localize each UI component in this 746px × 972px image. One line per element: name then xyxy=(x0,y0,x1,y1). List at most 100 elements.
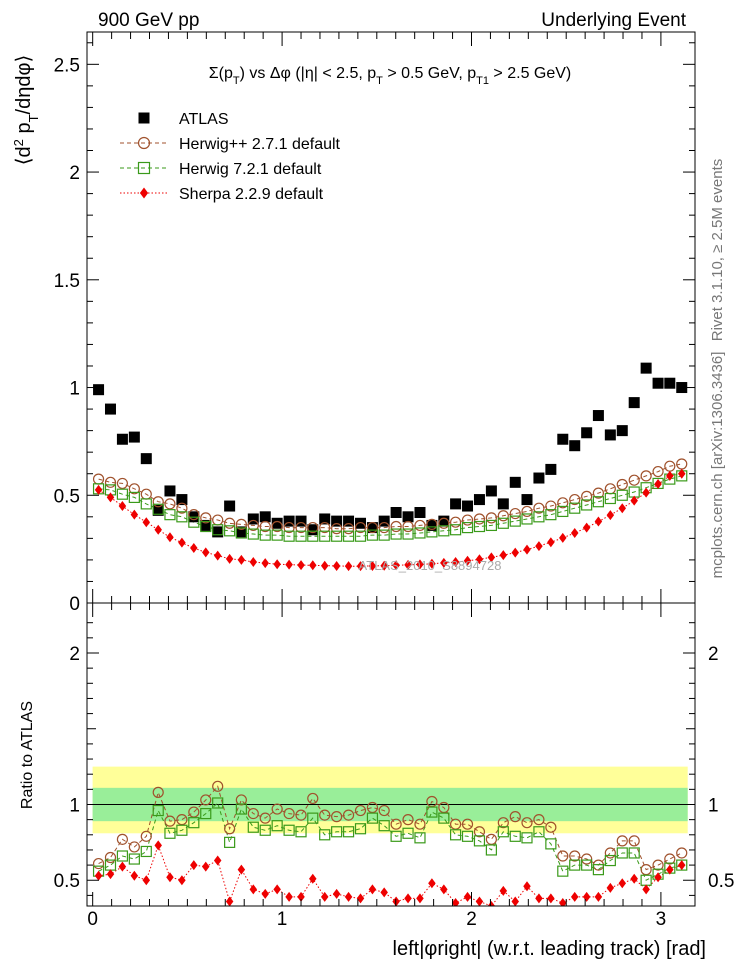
ratio-point-2 xyxy=(309,873,317,884)
main-panel: ATLAS_2010_S8894728 0 0.5 1 1.5 2 2.5 Σ(pT) v… xyxy=(11,31,696,615)
ratio-point-2 xyxy=(404,893,412,904)
data-point-1 xyxy=(616,478,628,491)
ratio-point-2 xyxy=(570,891,579,902)
data-point-0 xyxy=(652,377,664,389)
data-point-3 xyxy=(654,479,662,490)
ratio-point-0 xyxy=(224,823,236,835)
ratio-point-2 xyxy=(654,872,662,883)
data-point-3 xyxy=(309,560,317,571)
data-point-2 xyxy=(271,529,283,541)
ratio-point-2 xyxy=(487,901,496,906)
ratio-y-tick-label-right: 2 xyxy=(708,644,719,665)
ratio-point-0 xyxy=(461,818,474,830)
data-point-3 xyxy=(475,554,484,565)
ratio-point-0 xyxy=(295,809,307,821)
ratio-point-2 xyxy=(440,884,448,895)
data-point-2 xyxy=(235,527,247,539)
ratio-frame xyxy=(86,602,696,907)
ratio-point-1 xyxy=(200,807,212,820)
data-point-1 xyxy=(652,465,664,478)
data-point-2 xyxy=(259,529,271,541)
ratio-point-0 xyxy=(342,809,355,821)
data-point-0 xyxy=(581,427,593,439)
ratio-point-0 xyxy=(390,818,402,830)
data-point-0 xyxy=(592,410,604,422)
data-point-0 xyxy=(271,517,283,529)
ratio-point-2 xyxy=(130,870,139,881)
data-point-0 xyxy=(355,517,367,529)
data-point-3 xyxy=(547,537,555,548)
ratio-point-0 xyxy=(664,853,676,865)
ratio-point-2 xyxy=(297,891,305,902)
data-point-2 xyxy=(295,530,307,542)
legend-label: Herwig++ 2.7.1 default xyxy=(179,136,341,153)
ratio-panel: 0.5 0.5 1 1 2 2 0 1 2 3 Ratio to ATLAS left|φrig… xyxy=(19,602,734,960)
data-point-2 xyxy=(212,524,224,536)
ratio-point-2 xyxy=(202,861,210,872)
data-point-1 xyxy=(426,518,438,530)
data-point-2 xyxy=(116,488,129,500)
ratio-point-2 xyxy=(166,872,174,883)
data-point-1 xyxy=(604,483,616,495)
ratio-point-1 xyxy=(557,865,569,877)
data-point-0 xyxy=(259,511,271,523)
data-point-0 xyxy=(140,453,152,465)
data-point-1 xyxy=(307,521,319,534)
ratio-point-1 xyxy=(283,824,295,836)
legend-label: Herwig 7.2.1 default xyxy=(179,161,322,178)
y-tick-label: 0.5 xyxy=(54,486,80,507)
main-y-label: ⟨d2 pT/dηdφ⟩ xyxy=(11,55,41,166)
data-point-1 xyxy=(628,474,640,486)
series-line-1 xyxy=(98,463,682,530)
data-point-1 xyxy=(152,496,164,508)
data-point-1 xyxy=(414,519,426,532)
ratio-point-0 xyxy=(473,826,486,838)
data-point-2 xyxy=(152,503,164,515)
data-point-0 xyxy=(414,507,426,519)
ratio-point-2 xyxy=(606,882,615,893)
data-point-3 xyxy=(523,544,531,555)
data-point-2 xyxy=(342,530,355,542)
data-point-0 xyxy=(152,504,164,516)
data-point-2 xyxy=(283,530,295,542)
legend: ATLAS Herwig++ 2.7.1 default Herwig 7.2.1 … xyxy=(120,111,341,203)
data-point-0 xyxy=(557,433,569,445)
data-point-0 xyxy=(104,403,116,415)
data-point-1 xyxy=(438,517,450,529)
ratio-point-2 xyxy=(416,893,424,904)
data-point-3 xyxy=(499,550,508,561)
ratio-point-2 xyxy=(94,870,103,881)
data-point-3 xyxy=(106,492,115,503)
data-point-1 xyxy=(378,521,390,534)
ratio-point-1 xyxy=(390,830,402,842)
ratio-point-2 xyxy=(380,887,388,898)
ratio-y-tick-label: 2 xyxy=(69,644,80,665)
data-point-3 xyxy=(451,557,460,568)
ratio-point-2 xyxy=(190,860,198,871)
data-point-2 xyxy=(366,529,379,541)
data-point-1 xyxy=(366,521,379,534)
ratio-point-0 xyxy=(652,859,664,871)
watermark: ATLAS_2010_S8894728 xyxy=(359,558,502,573)
ratio-point-2 xyxy=(463,891,472,902)
ratio-point-2 xyxy=(547,893,555,904)
legend-marker xyxy=(138,112,150,124)
data-point-0 xyxy=(521,494,533,506)
ratio-point-0 xyxy=(200,794,212,806)
ratio-point-2 xyxy=(475,896,484,906)
data-point-2 xyxy=(176,511,188,523)
data-point-0 xyxy=(473,494,485,506)
data-point-2 xyxy=(319,530,331,542)
data-point-1 xyxy=(569,493,581,506)
data-point-2 xyxy=(378,529,390,541)
data-point-0 xyxy=(128,431,140,443)
x-tick-label: 3 xyxy=(656,909,667,930)
header-right: Underlying Event xyxy=(541,10,686,31)
ratio-point-0 xyxy=(628,835,640,847)
data-point-1 xyxy=(354,521,367,534)
ratio-point-1 xyxy=(402,827,414,839)
ratio-point-0 xyxy=(426,795,438,808)
y-tick-label: 1 xyxy=(69,379,80,400)
ratio-y-tick-label-right: 0.5 xyxy=(708,871,734,892)
ratio-point-1 xyxy=(307,812,319,824)
